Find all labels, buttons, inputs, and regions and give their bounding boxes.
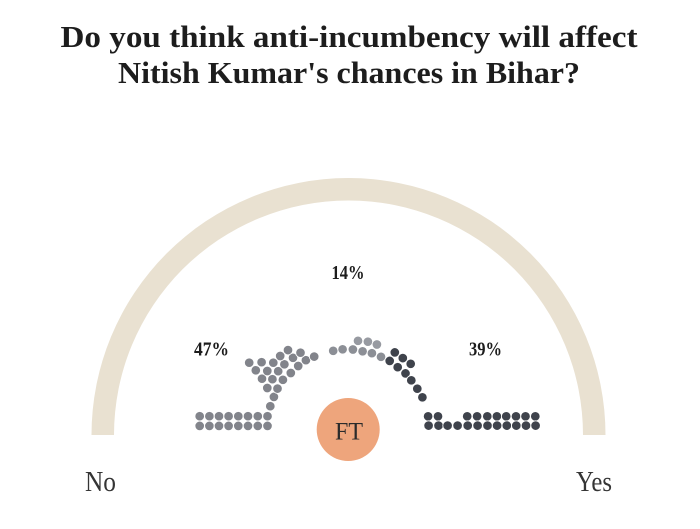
- svg-text:Do you think anti-incumbency w: Do you think anti-incumbency will affect: [61, 19, 639, 54]
- svg-text:No: No: [85, 467, 116, 498]
- svg-text:14%: 14%: [332, 263, 365, 284]
- svg-text:Yes: Yes: [576, 467, 612, 498]
- svg-text:Nitish Kumar's chances in Biha: Nitish Kumar's chances in Bihar?: [118, 55, 580, 90]
- svg-text:FT: FT: [335, 419, 363, 446]
- svg-text:39%: 39%: [469, 340, 502, 361]
- svg-text:47%: 47%: [194, 340, 229, 361]
